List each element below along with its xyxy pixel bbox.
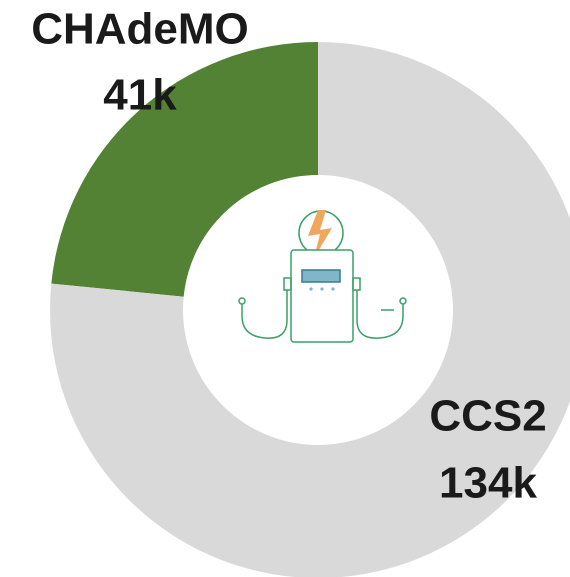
slice-label: CCS2 — [429, 392, 546, 441]
charger-icon — [238, 210, 407, 343]
donut — [50, 42, 570, 577]
value-label: 41k — [103, 71, 177, 120]
donut-slice — [50, 42, 570, 577]
value-label: 134k — [439, 459, 537, 508]
donut-slice — [51, 42, 319, 297]
slice-label: CHAdeMO — [31, 5, 249, 54]
